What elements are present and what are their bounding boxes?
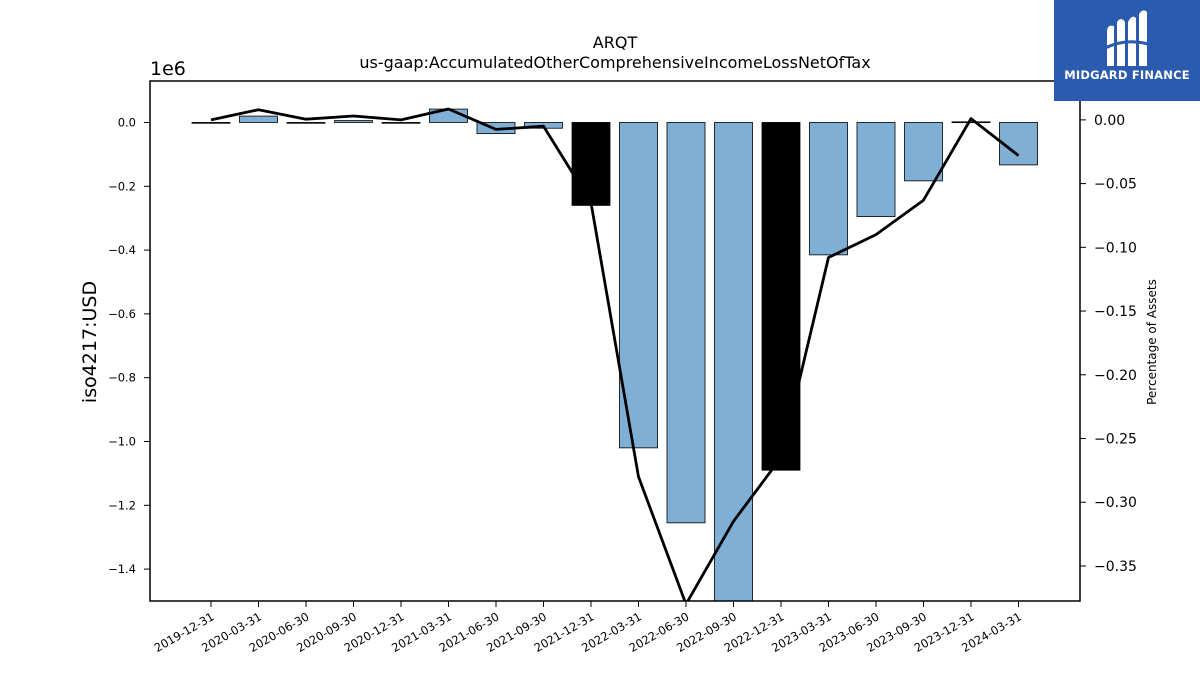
y2-tick-label: −0.15	[1094, 304, 1137, 320]
bar-2024-03-31	[999, 122, 1038, 166]
y2-tick-label: −0.10	[1094, 240, 1137, 256]
y2-tick-label: −0.20	[1094, 368, 1137, 384]
bar-2019-12-31	[191, 122, 231, 124]
bars-layer	[191, 108, 1038, 601]
y-offset-label: 1e6	[150, 58, 186, 80]
bar-2023-09-30	[904, 122, 943, 182]
y2-tick-label: −0.25	[1094, 432, 1137, 448]
y2-tick-label: −0.35	[1094, 559, 1137, 575]
logo-mark-icon	[1104, 10, 1149, 67]
bar-2022-12-31	[761, 122, 801, 471]
y-tick-label: −0.4	[108, 243, 136, 257]
y-axis-label: iso4217:USD	[79, 281, 101, 403]
bar-2023-06-30	[856, 122, 896, 217]
midgard-finance-logo: MIDGARD FINANCE	[1054, 0, 1200, 101]
y-tick-label: −0.8	[108, 371, 136, 385]
line-series	[210, 107, 1020, 601]
y-tick-label: −1.0	[108, 434, 136, 448]
y-tick-label: −0.2	[108, 179, 136, 193]
logo-text: MIDGARD FINANCE	[1064, 68, 1190, 82]
bar-2020-12-31	[381, 122, 421, 124]
y-tick-label: −0.6	[108, 307, 136, 321]
bar-2021-12-31	[571, 122, 611, 206]
bar-2022-03-31	[619, 122, 658, 449]
y-tick-label: 0.0	[118, 115, 136, 129]
bar-2022-06-30	[666, 122, 706, 524]
bar-2020-03-31	[239, 115, 278, 123]
y2-tick-label: −0.30	[1094, 495, 1137, 511]
chart-title: ARQT	[593, 33, 638, 52]
y2-tick-label: 0.00	[1094, 113, 1125, 129]
bar-2023-03-31	[809, 122, 848, 256]
bar-2023-12-31	[951, 121, 991, 124]
y2-axis-label: Percentage of Assets	[1145, 279, 1159, 405]
y-tick-label: −1.4	[108, 562, 136, 576]
chart-subtitle: us-gaap:AccumulatedOtherComprehensiveInc…	[359, 53, 870, 72]
bar-2020-06-30	[286, 122, 326, 124]
plot-frame	[149, 80, 1081, 602]
y2-tick-label: −0.05	[1094, 177, 1137, 193]
y-tick-label: −1.2	[108, 498, 136, 512]
bar-2020-09-30	[334, 120, 373, 123]
line-layer	[210, 107, 1020, 601]
